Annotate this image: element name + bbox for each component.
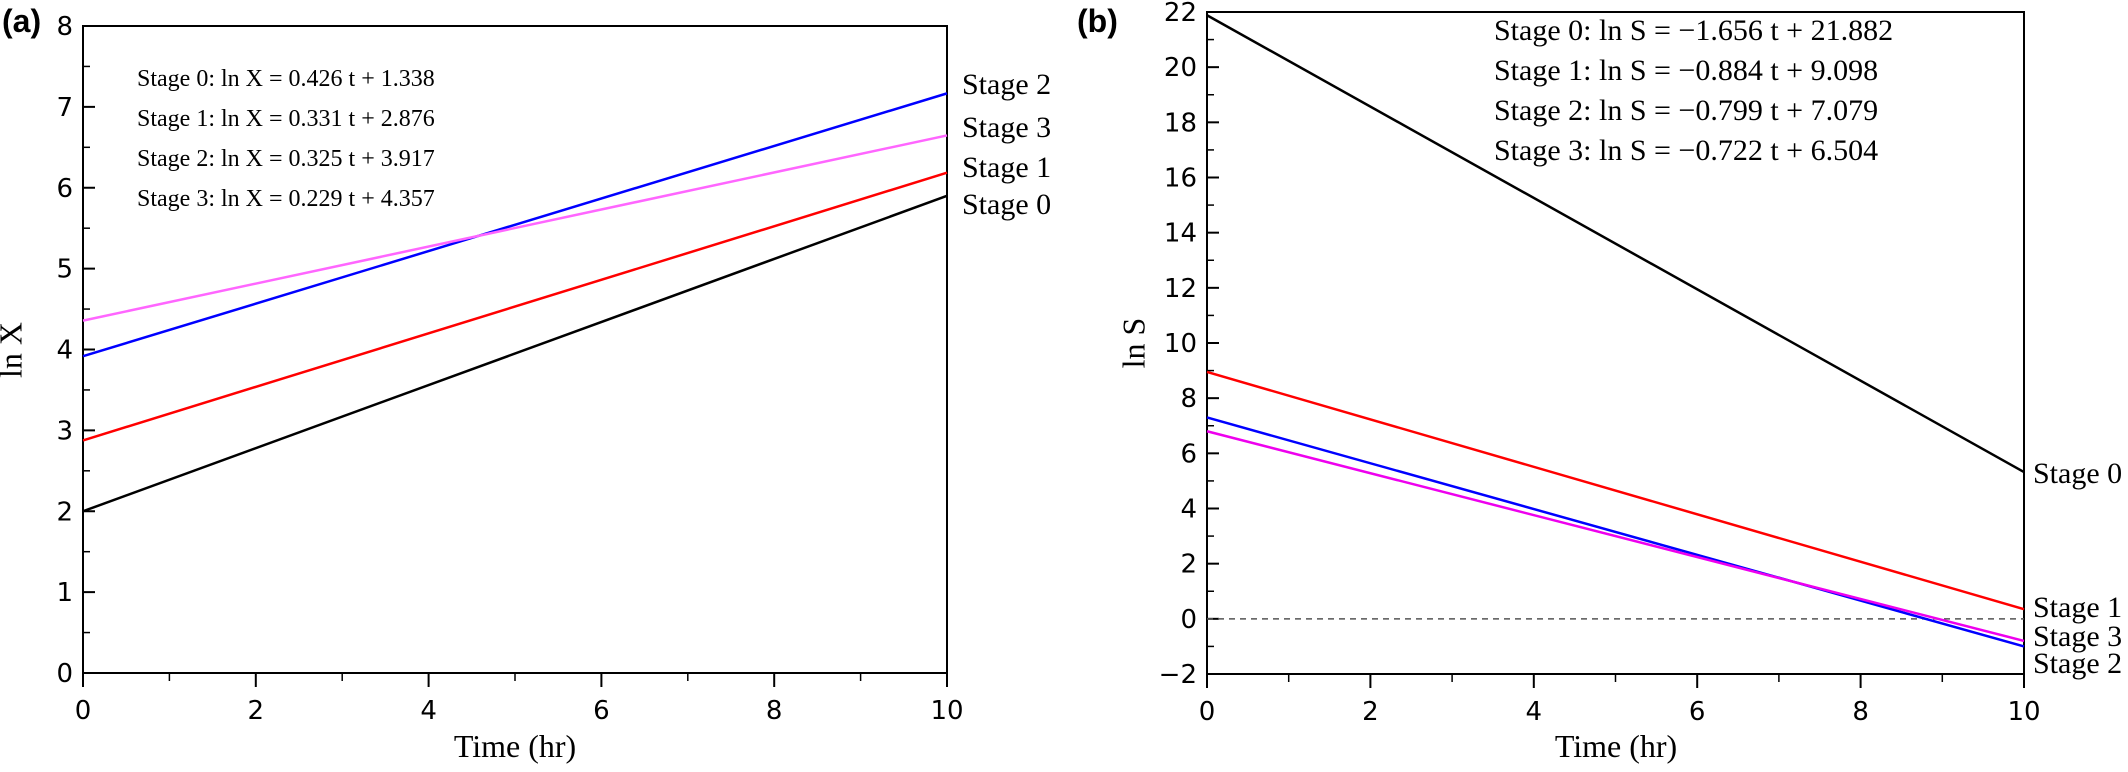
- y-axis-title: ln X: [0, 322, 28, 378]
- y-axis-title: ln S: [1115, 318, 1151, 369]
- series-line-stage-2: [1206, 416, 2025, 648]
- y-tick-label: 18: [1164, 108, 1197, 138]
- y-tick-label: 6: [1180, 439, 1197, 469]
- y-tick-label: 5: [56, 255, 73, 285]
- series-line-stage-0: [1206, 14, 2025, 474]
- series-line-stage-3: [1206, 430, 2025, 643]
- x-tick-label: 8: [766, 696, 783, 726]
- x-tick-label: 2: [248, 696, 265, 726]
- x-axis-title: Time (hr): [454, 728, 576, 764]
- y-tick-label: 0: [1180, 605, 1197, 635]
- regression-equation: Stage 3: ln X = 0.229 t + 4.357: [137, 186, 435, 212]
- chart-panel-a: 0 1 2 3 4 5 6 7 8 0 2 4 6 8 10 Stage 0 Stage 1 Stage 2 Sta…: [0, 3, 1051, 764]
- series-label-stage-3: Stage 3: [962, 111, 1051, 144]
- x-axis-title: Time (hr): [1555, 728, 1677, 764]
- series-label-stage-3: Stage 3: [2033, 620, 2122, 653]
- x-tick-label: 10: [930, 696, 963, 726]
- y-tick-label: 4: [56, 336, 73, 366]
- series-label-stage-0: Stage 0: [2033, 457, 2122, 490]
- y-tick-label: 14: [1164, 219, 1197, 249]
- regression-equation: Stage 2: ln S = −0.799 t + 7.079: [1494, 94, 1878, 127]
- regression-equation: Stage 0: ln X = 0.426 t + 1.338: [137, 66, 435, 92]
- y-tick-label: 3: [56, 416, 73, 446]
- y-tick-label: 16: [1164, 164, 1197, 194]
- x-tick-label: 6: [1689, 697, 1706, 727]
- x-tick-label: 2: [1362, 697, 1379, 727]
- y-tick-label: −2: [1159, 660, 1197, 690]
- x-tick-label: 4: [420, 696, 437, 726]
- y-tick-label: 4: [1180, 495, 1197, 525]
- y-tick-label: 7: [56, 93, 73, 123]
- y-tick-label: 20: [1164, 53, 1197, 83]
- y-tick-label: 8: [56, 12, 73, 42]
- x-tick-label: 10: [2007, 697, 2040, 727]
- series-line-stage-1: [82, 171, 948, 442]
- y-tick-label: 2: [1180, 550, 1197, 580]
- series-line-stage-2: [82, 92, 948, 358]
- y-tick-label: 2: [56, 497, 73, 527]
- panel-label: (b): [1077, 3, 1118, 39]
- regression-equation: Stage 2: ln X = 0.325 t + 3.917: [137, 146, 435, 172]
- series-label-stage-1: Stage 1: [962, 151, 1051, 184]
- y-tick-label: 12: [1164, 274, 1197, 304]
- x-tick-label: 8: [1852, 697, 1869, 727]
- regression-equation: Stage 0: ln S = −1.656 t + 21.882: [1494, 14, 1893, 47]
- x-tick-label: 0: [75, 696, 92, 726]
- series-label-stage-2: Stage 2: [2033, 647, 2122, 680]
- y-tick-label: 8: [1180, 384, 1197, 414]
- series-label-stage-0: Stage 0: [962, 188, 1051, 221]
- x-tick-label: 4: [1526, 697, 1543, 727]
- series-line-stage-3: [82, 134, 948, 322]
- panel-label: (a): [2, 3, 41, 39]
- series-line-stage-0: [82, 194, 948, 513]
- y-tick-label: 6: [56, 174, 73, 204]
- x-tick-label: 0: [1199, 697, 1216, 727]
- y-tick-label: 22: [1164, 0, 1197, 28]
- series-label-stage-1: Stage 1: [2033, 591, 2122, 624]
- x-tick-label: 6: [593, 696, 610, 726]
- regression-equation: Stage 1: ln X = 0.331 t + 2.876: [137, 106, 435, 132]
- regression-equation: Stage 3: ln S = −0.722 t + 6.504: [1494, 134, 1878, 167]
- series-label-stage-2: Stage 2: [962, 68, 1051, 101]
- series-line-stage-1: [1206, 370, 2025, 611]
- y-tick-label: 0: [56, 659, 73, 689]
- regression-equation: Stage 1: ln S = −0.884 t + 9.098: [1494, 54, 1878, 87]
- y-tick-label: 10: [1164, 329, 1197, 359]
- y-tick-label: 1: [56, 578, 73, 608]
